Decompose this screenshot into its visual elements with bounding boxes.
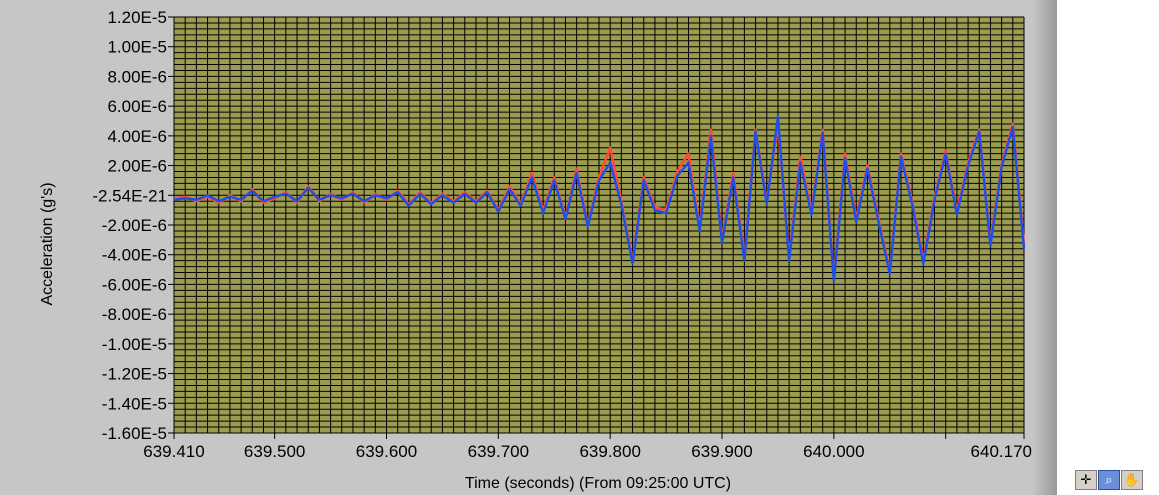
- y-tick-label: -2.00E-6: [102, 216, 167, 235]
- graph-palette: ✛ ⌕ ✋: [1075, 470, 1143, 490]
- y-tick-label: -4.00E-6: [102, 246, 167, 265]
- x-tick-label: 640.000: [803, 442, 864, 461]
- x-tick-label: 639.900: [691, 442, 752, 461]
- pan-hand-icon[interactable]: ✋: [1121, 470, 1143, 490]
- y-tick-label: -6.00E-6: [102, 275, 167, 294]
- y-tick-label: -1.60E-5: [102, 424, 167, 443]
- y-axis: 1.20E-5 1.00E-5 8.00E-6 6.00E-6 4.00E-6 2.00E…: [92, 8, 174, 443]
- x-axis: 639.410 639.500 639.600 639.700 639.800 639.9…: [143, 433, 1032, 461]
- y-tick-label: -8.00E-6: [102, 305, 167, 324]
- chart[interactable]: 1.20E-5 1.00E-5 8.00E-6 6.00E-6 4.00E-6 2.00E…: [0, 0, 1057, 495]
- y-tick-label: 1.00E-5: [107, 38, 167, 57]
- y-tick-label: 4.00E-6: [107, 127, 167, 146]
- x-tick-label: 639.600: [356, 442, 417, 461]
- y-tick-label: -1.20E-5: [102, 365, 167, 384]
- y-tick-label: 8.00E-6: [107, 67, 167, 86]
- y-tick-label: 1.20E-5: [107, 8, 167, 27]
- y-tick-label: -1.00E-5: [102, 335, 167, 354]
- x-tick-label: 639.410: [143, 442, 204, 461]
- y-tick-label: -2.54E-21: [92, 186, 167, 205]
- x-tick-label: 639.800: [579, 442, 640, 461]
- series-line-2: [173, 115, 1026, 283]
- zoom-magnifier-icon[interactable]: ⌕: [1098, 470, 1120, 490]
- x-tick-label: 639.500: [244, 442, 305, 461]
- x-tick-label: 639.700: [468, 442, 529, 461]
- y-tick-label: -1.40E-5: [102, 394, 167, 413]
- cursor-crosshair-icon[interactable]: ✛: [1075, 470, 1097, 490]
- grid-horizontal: [174, 16, 1024, 434]
- series-layer: [173, 115, 1026, 283]
- y-tick-label: 2.00E-6: [107, 157, 167, 176]
- x-tick-label: 640.170: [971, 442, 1032, 461]
- y-axis-title: Acceleration (g's): [39, 182, 56, 305]
- panel-edge-shading: [1032, 0, 1057, 495]
- y-tick-label: 6.00E-6: [107, 97, 167, 116]
- x-axis-title: Time (seconds) (From 09:25:00 UTC): [465, 475, 731, 492]
